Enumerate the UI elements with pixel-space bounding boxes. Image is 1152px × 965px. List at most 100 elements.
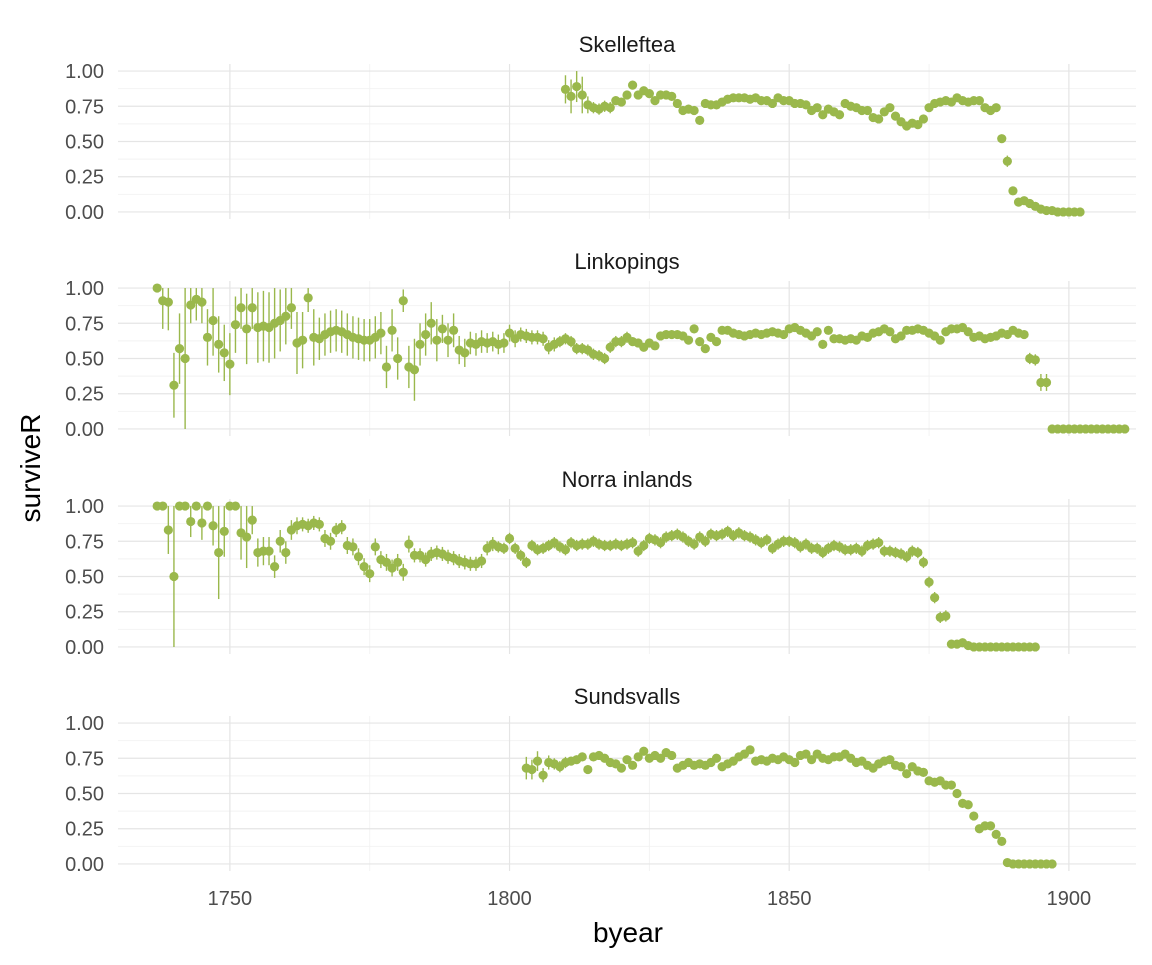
data-point [885,755,895,765]
y-tick-label: 0.50 [65,349,104,371]
data-point [365,569,375,579]
data-point [913,547,923,558]
data-point [214,547,224,558]
data-point [812,103,822,113]
y-tick-label: 1.00 [65,713,104,735]
data-point [421,554,431,565]
data-point [516,550,526,560]
data-point [499,543,509,553]
data-point [913,119,923,130]
facet-title: Skelleftea [579,32,676,57]
data-point [214,339,224,350]
data-point [398,567,408,577]
facet-panels: Skelleftea0.000.250.500.751.00Linkopings… [65,32,1136,876]
data-point [275,536,285,546]
data-point [650,96,660,106]
data-point [370,542,380,552]
data-point [236,303,246,313]
data-point [174,344,185,354]
data-point [398,296,408,306]
data-point [985,821,996,831]
data-point [504,328,515,338]
data-point [404,539,414,549]
data-point [197,297,207,307]
data-point [583,764,593,775]
data-point [627,538,638,548]
data-point [997,134,1007,144]
data-point [862,105,873,116]
data-point [538,770,548,780]
data-point [622,755,632,765]
data-point [767,98,778,109]
x-tick-label: 1850 [767,888,812,910]
data-point [600,353,610,364]
y-tick-label: 0.75 [65,748,104,770]
y-tick-label: 0.75 [65,531,104,553]
data-point [432,335,442,345]
data-point [902,769,912,779]
data-point [560,84,571,94]
data-point [337,522,347,532]
data-point [297,335,308,345]
data-point [281,311,291,321]
data-point [152,283,162,293]
data-point [639,746,649,756]
data-point [639,540,649,551]
data-point [415,339,425,350]
data-point [885,103,895,113]
data-point [695,115,705,125]
data-point [325,536,336,546]
data-point [991,829,1001,839]
data-point [689,324,699,334]
y-tick-label: 0.25 [65,602,104,624]
y-tick-label: 1.00 [65,496,104,518]
data-point [163,525,173,535]
data-point [896,331,906,341]
data-point [711,336,722,347]
data-point [918,767,929,777]
data-point [801,749,811,759]
data-point [443,335,453,345]
data-point [941,611,951,621]
data-point [242,532,252,542]
data-point [918,114,929,124]
data-point [566,91,576,102]
data-point [616,97,627,107]
y-tick-label: 0.00 [65,637,104,659]
data-point [449,325,459,335]
data-point [874,538,884,548]
data-point [572,81,582,92]
data-point [577,90,587,100]
data-point [169,571,179,582]
data-point [314,519,324,529]
data-point [672,98,682,109]
x-tick-label: 1900 [1047,888,1092,910]
data-point [823,325,833,335]
data-point [650,341,660,351]
data-point [963,327,973,337]
data-point [510,543,520,553]
data-point [779,329,789,340]
data-point [890,111,901,121]
facet-title: Sundsvalls [574,684,680,709]
data-point [924,577,934,587]
data-point [208,315,218,326]
data-point [644,88,654,99]
data-point [393,557,403,568]
y-tick-label: 0.00 [65,854,104,876]
data-point [560,545,571,555]
data-point [857,546,867,556]
data-point [376,328,386,338]
data-point [711,753,722,763]
y-tick-label: 0.50 [65,784,104,806]
data-point [225,359,235,369]
data-point [264,546,274,556]
data-point [918,557,929,568]
data-point [186,300,196,310]
x-tick-label: 1800 [487,888,532,910]
data-point [197,518,207,528]
data-point [605,342,615,352]
data-point [387,325,397,335]
data-point [700,344,710,354]
